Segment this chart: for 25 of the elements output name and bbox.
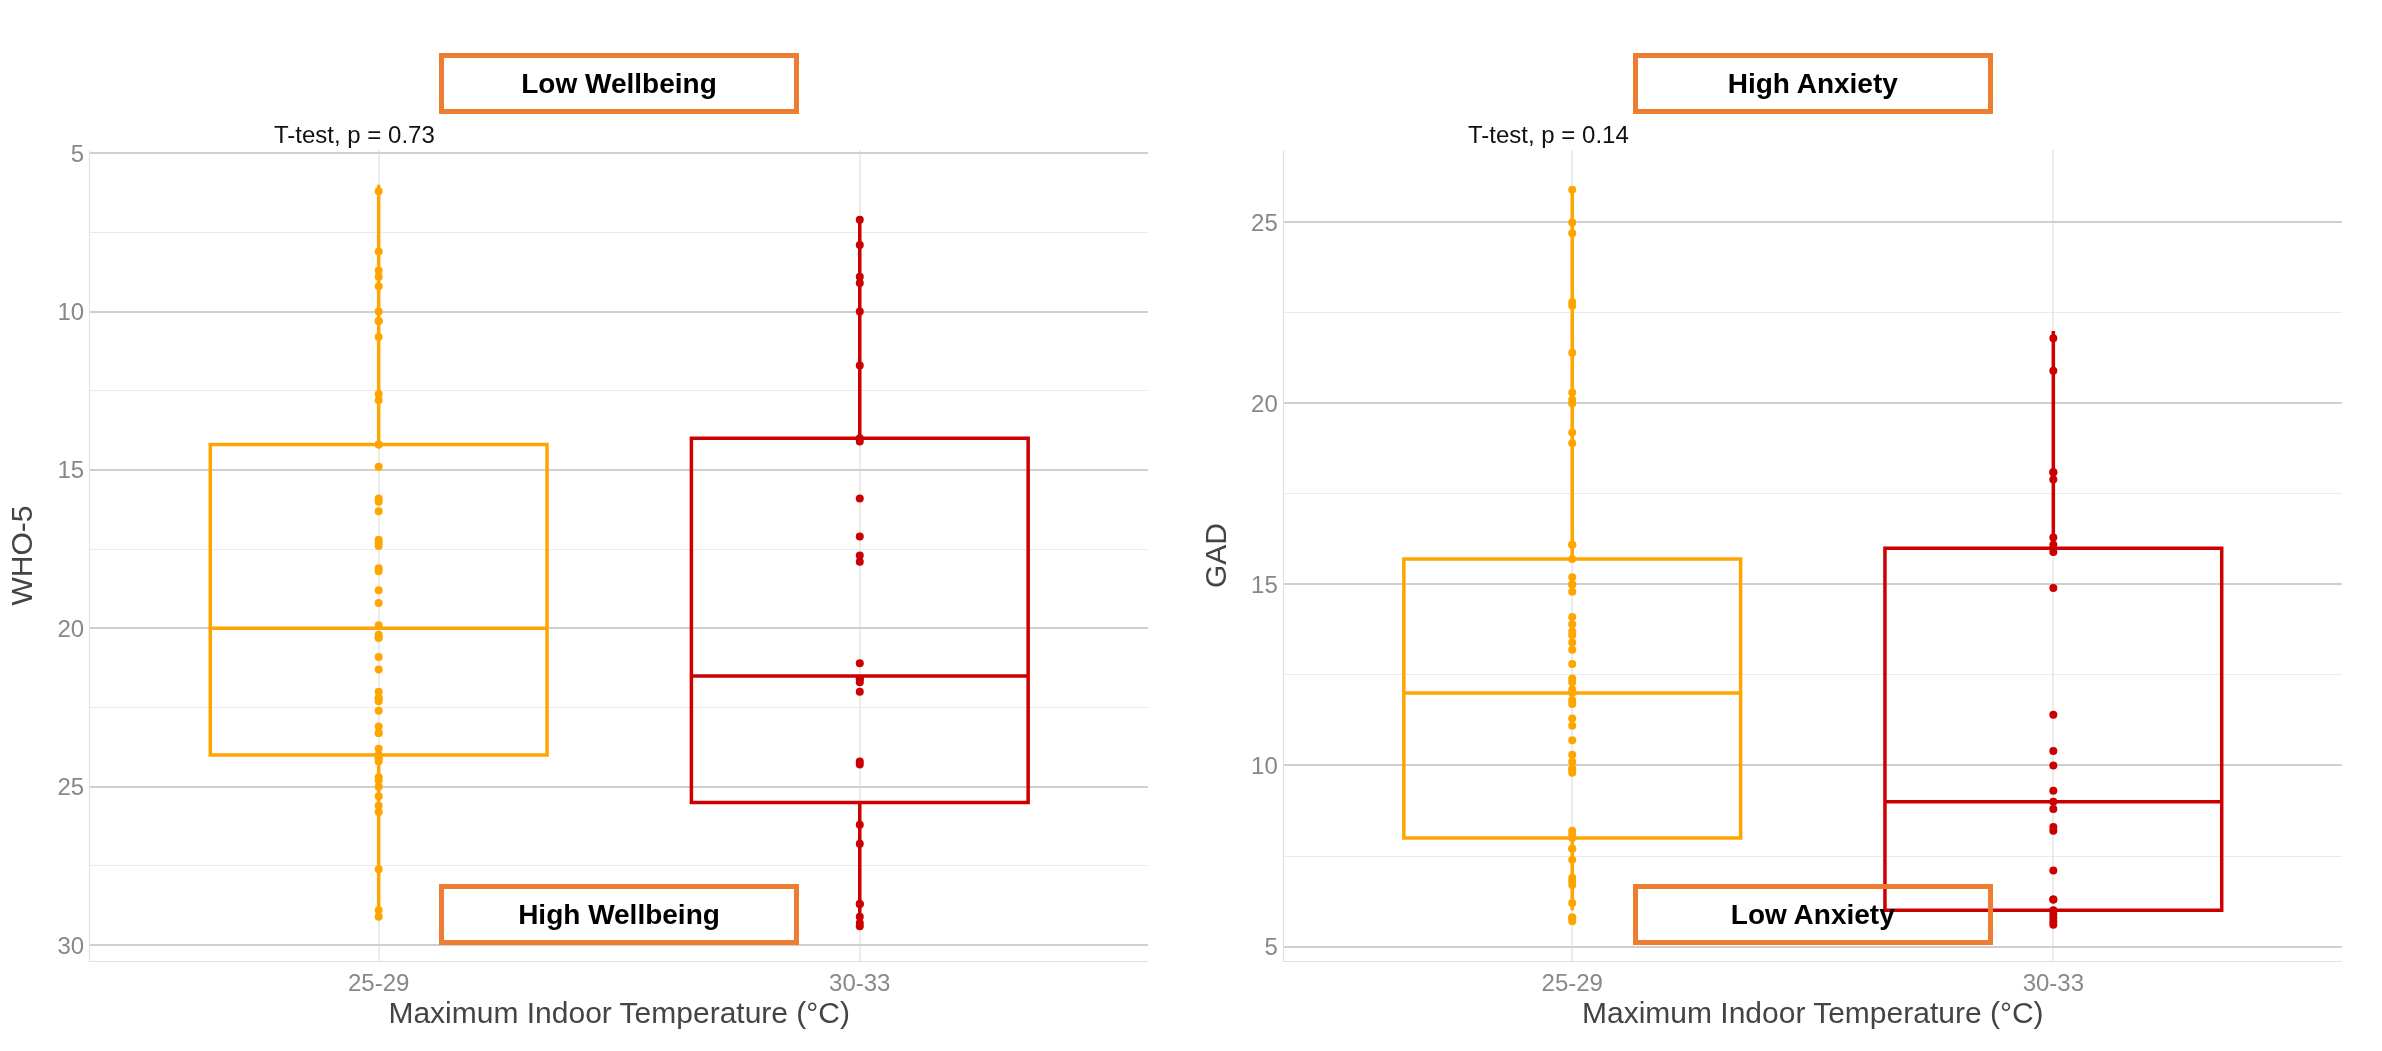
y-tick-label: 20 [57,614,85,642]
y-tick-label: 15 [57,456,85,484]
y-tick-label: 25 [1251,208,1278,236]
text: Low Wellbeing [521,68,717,99]
x-axis-title: Maximum Indoor Temperature (°C) [1581,995,2044,1029]
x-tick-label: 30-33 [2022,968,2085,996]
y-tick-label: 10 [1251,751,1278,779]
y-axis-title: GAD [1199,522,1233,589]
y-tick-label: 15 [1251,570,1278,598]
x-tick-label: 25-29 [347,968,410,996]
x-tick-label: 25-29 [1541,968,1603,996]
text: High Anxiety [1727,68,1899,99]
text: T-test, p = 0.14 [1468,121,1629,148]
annotation: High Wellbeing [518,899,720,930]
x-axis-title: Maximum Indoor Temperature (°C) [388,995,851,1029]
y-tick-label: 5 [1264,932,1278,960]
y-tick-label: 25 [57,773,85,801]
y-tick-label: 5 [70,139,85,167]
y-tick-label: 20 [1251,389,1278,417]
x-tick-label: 30-33 [829,968,891,996]
text: T-test, p = 0.73 [274,121,435,148]
y-axis-title: WHO-5 [5,505,39,606]
y-tick-label: 30 [57,931,85,959]
annotation: Low Anxiety [1730,899,1896,930]
y-tick-label: 10 [57,297,85,325]
